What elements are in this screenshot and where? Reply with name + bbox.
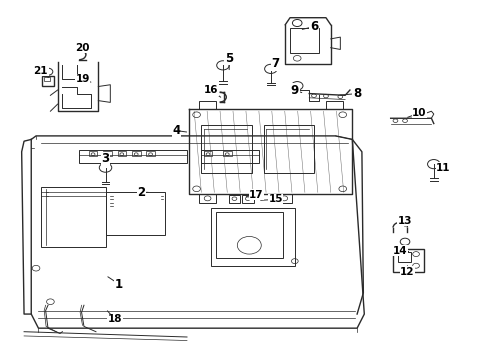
Bar <box>242 195 254 203</box>
Bar <box>325 100 342 109</box>
Bar <box>223 151 231 156</box>
Bar <box>103 151 112 156</box>
Text: 13: 13 <box>397 216 411 226</box>
Text: 12: 12 <box>399 267 414 277</box>
Text: 14: 14 <box>392 246 407 256</box>
Bar <box>263 125 313 173</box>
Text: 17: 17 <box>249 190 263 200</box>
Bar <box>397 252 410 262</box>
Bar <box>215 212 282 258</box>
Text: 11: 11 <box>435 163 450 173</box>
Text: 3: 3 <box>101 152 109 165</box>
Text: 21: 21 <box>34 66 48 76</box>
Bar <box>210 208 294 266</box>
Text: 20: 20 <box>75 43 90 53</box>
Bar <box>132 151 140 156</box>
Bar <box>201 125 251 173</box>
Text: 6: 6 <box>309 20 318 33</box>
Text: 4: 4 <box>172 124 180 137</box>
Bar <box>41 187 105 247</box>
Text: 19: 19 <box>75 75 89 85</box>
Text: 9: 9 <box>290 84 298 96</box>
Bar <box>201 150 258 163</box>
Bar <box>43 77 50 81</box>
Bar <box>275 194 292 203</box>
Bar <box>289 28 318 53</box>
Text: 2: 2 <box>137 186 145 199</box>
Text: 18: 18 <box>108 314 122 324</box>
Bar <box>392 249 424 272</box>
Bar <box>199 100 215 109</box>
Bar <box>229 195 239 203</box>
Bar <box>199 194 215 203</box>
Bar <box>203 151 212 156</box>
Text: 5: 5 <box>224 52 233 65</box>
Text: 16: 16 <box>203 85 218 95</box>
Text: 8: 8 <box>352 87 361 100</box>
Text: 10: 10 <box>411 108 426 118</box>
Bar <box>117 151 126 156</box>
Text: 7: 7 <box>271 57 279 70</box>
Bar <box>89 151 97 156</box>
Text: 15: 15 <box>268 194 283 204</box>
Bar <box>79 150 186 163</box>
Bar <box>146 151 155 156</box>
Text: 1: 1 <box>115 278 123 291</box>
Bar <box>42 76 54 86</box>
Bar <box>105 192 165 235</box>
